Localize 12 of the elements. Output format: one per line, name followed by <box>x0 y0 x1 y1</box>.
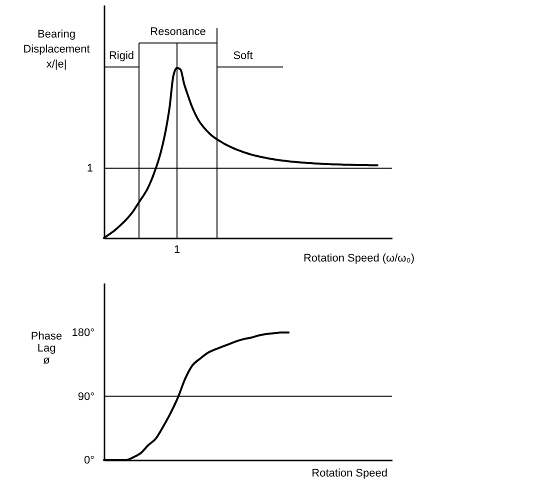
y-axis-title: Phase Lag ø <box>30 330 62 366</box>
text: Soft <box>233 50 253 62</box>
y-tick-label: 0° <box>84 454 94 466</box>
y-tick-label: 90° <box>78 390 94 403</box>
text: Resonance <box>150 26 206 38</box>
text: 1 <box>86 162 93 174</box>
text: 1 <box>174 244 180 256</box>
y-tick-label: 180° <box>72 327 94 340</box>
x-axis-title: Rotation Speed <box>312 468 388 480</box>
x-axis-title: Rotation Speed (ω/ω₀) <box>303 252 414 264</box>
text: Rigid <box>108 50 134 62</box>
y-axis-title: Bearing Displacement x/|e| <box>23 28 90 70</box>
